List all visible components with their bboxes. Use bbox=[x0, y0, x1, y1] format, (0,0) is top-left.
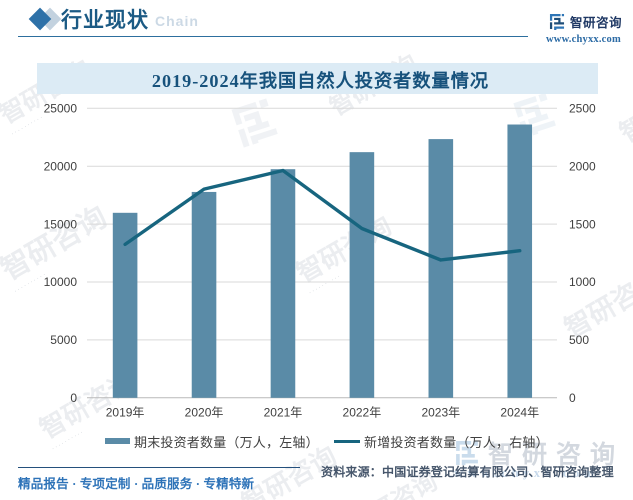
x-axis-category-label: 2021年 bbox=[264, 406, 303, 420]
right-axis-tick-label: 2000 bbox=[569, 159, 596, 173]
bar-series-label: 期末投资者数量（万人，左轴） bbox=[134, 434, 319, 450]
left-axis-tick-label: 10000 bbox=[44, 275, 78, 289]
footer-divider bbox=[18, 467, 300, 468]
watermark-chain-text: Chain bbox=[155, 13, 199, 29]
left-axis-tick-label: 20000 bbox=[44, 159, 78, 173]
x-axis-category-label: 2019年 bbox=[106, 406, 145, 420]
bar-2020年 bbox=[191, 191, 217, 398]
brand-logo: 智研咨询 www.chyxx.com bbox=[546, 12, 633, 45]
chart-title: 2019-2024年我国自然人投资者数量情况 bbox=[151, 70, 490, 91]
right-axis-tick-label: 1000 bbox=[569, 275, 596, 289]
left-axis-tick-label: 5000 bbox=[50, 333, 77, 347]
right-axis-tick-label: 2500 bbox=[569, 102, 596, 116]
line-series-label: 新增投资者数量（万人，右轴） bbox=[364, 434, 549, 450]
diamond-icon bbox=[28, 7, 64, 31]
right-axis-tick-label: 1500 bbox=[569, 217, 596, 231]
header: 行业现状 Chain 智研咨询 www.chyxx.com bbox=[0, 0, 633, 45]
left-axis-tick-label: 15000 bbox=[44, 217, 78, 231]
x-axis-category-label: 2023年 bbox=[421, 406, 460, 420]
x-axis-category-label: 2022年 bbox=[343, 406, 382, 420]
chart-title-band: 2019-2024年我国自然人投资者数量情况 bbox=[37, 63, 598, 94]
left-axis-tick-label: 25000 bbox=[44, 102, 78, 116]
bar-2022年 bbox=[349, 152, 375, 398]
zhiyan-logo-icon bbox=[549, 13, 565, 30]
bar-2021年 bbox=[270, 169, 296, 398]
right-axis-tick-label: 0 bbox=[569, 391, 576, 405]
bar-2024年 bbox=[507, 124, 533, 398]
section-title: 行业现状 bbox=[61, 8, 149, 32]
left-axis-tick-label: 0 bbox=[70, 391, 77, 405]
chart-legend: 期末投资者数量（万人，左轴） 新增投资者数量（万人，右轴） bbox=[0, 433, 633, 450]
x-axis-category-label: 2024年 bbox=[500, 406, 539, 420]
right-axis-tick-label: 500 bbox=[569, 333, 589, 347]
brand-url: www.chyxx.com bbox=[546, 34, 621, 45]
footer-tagline: 精品报告 · 专项定制 · 品质服务 · 专精特新 bbox=[18, 477, 255, 491]
legend-item-line-series: 新增投资者数量（万人，右轴） bbox=[334, 433, 549, 450]
bar-2019年 bbox=[112, 212, 138, 398]
x-axis-category-label: 2020年 bbox=[185, 406, 224, 420]
data-source: 资料来源：中国证券登记结算有限公司、智研咨询整理 bbox=[321, 465, 614, 479]
bar-2023年 bbox=[428, 139, 454, 398]
brand-name: 智研咨询 bbox=[570, 16, 623, 30]
legend-item-bar-series: 期末投资者数量（万人，左轴） bbox=[105, 433, 319, 450]
line-series-path bbox=[123, 168, 522, 262]
line-series-swatch bbox=[334, 439, 360, 443]
header-rule bbox=[18, 36, 528, 37]
bar-series-swatch bbox=[105, 438, 130, 444]
